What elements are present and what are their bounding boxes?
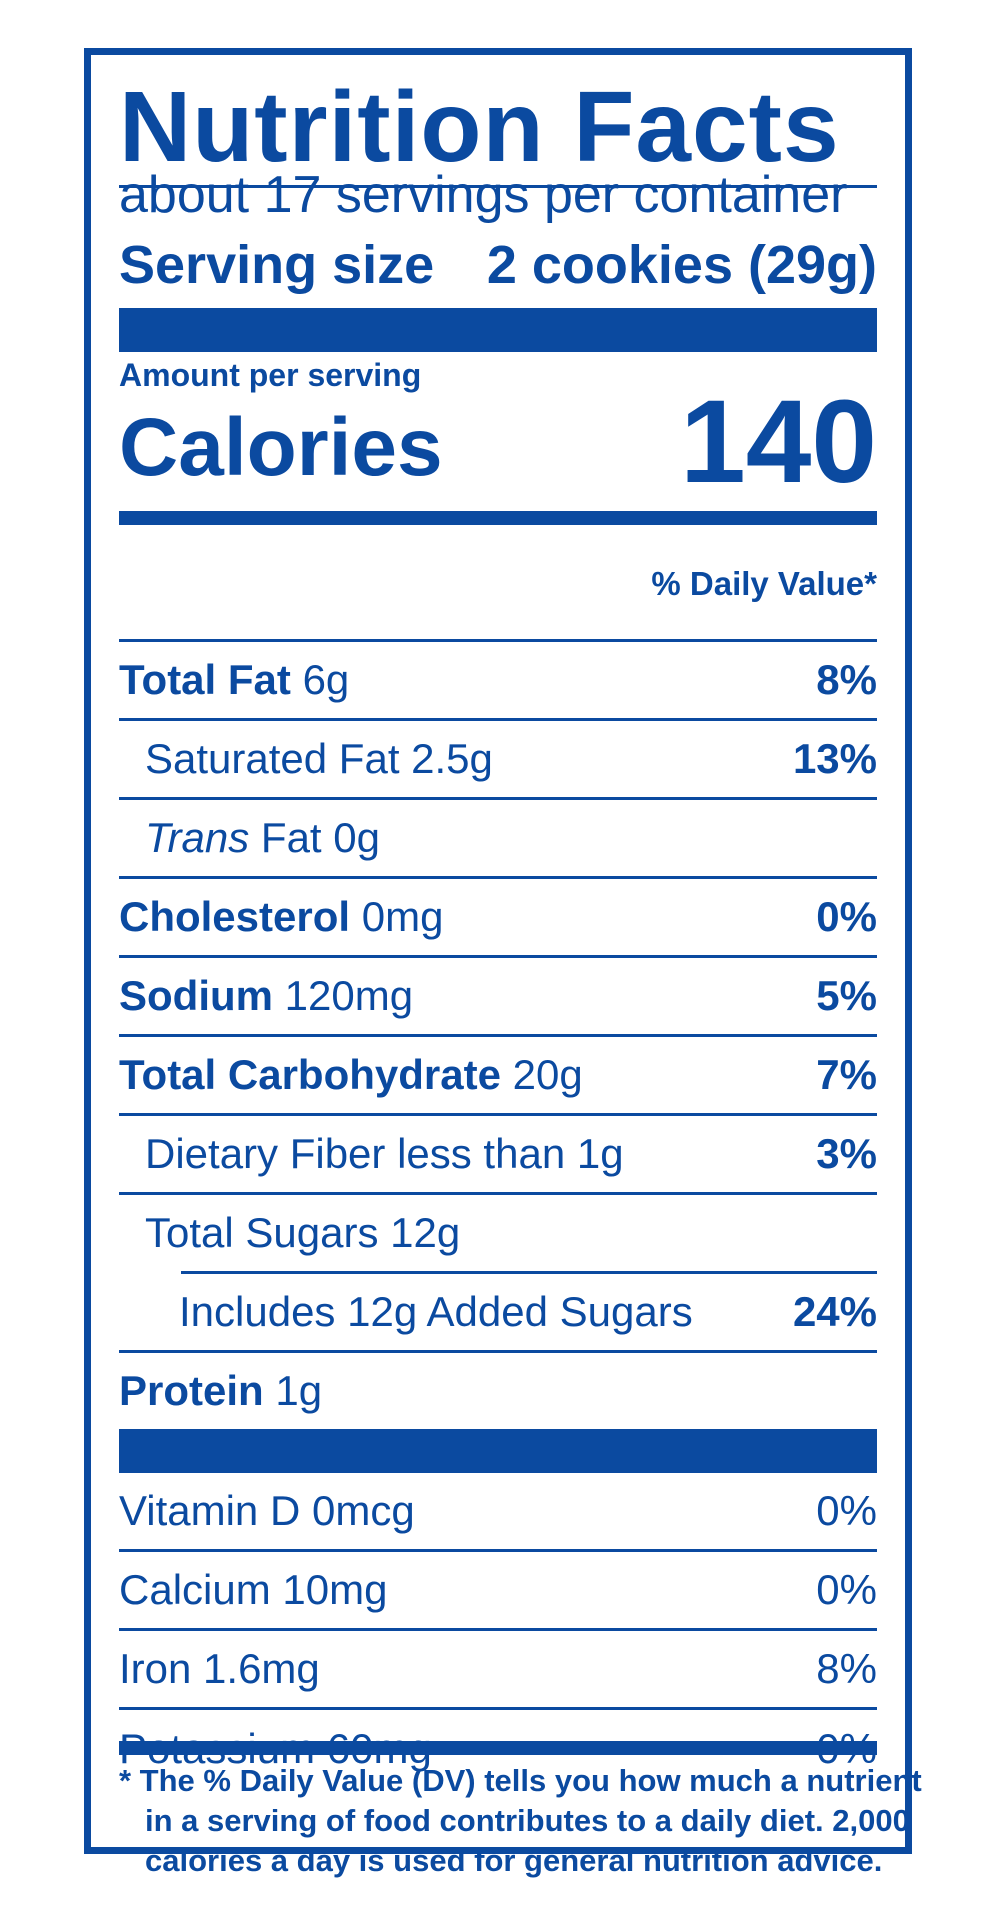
nutrient-row-total-fat: Total Fat 6g 8%	[119, 642, 877, 718]
nutrient-name: Cholesterol	[119, 893, 351, 940]
daily-value-heading: % Daily Value*	[651, 565, 877, 602]
row-divider	[119, 1034, 877, 1037]
calories-label: Calories	[119, 402, 443, 493]
nutrient-dv: 13%	[792, 735, 877, 782]
nutrient-amount: 0g	[333, 814, 380, 861]
row-divider	[119, 1113, 877, 1116]
calories-value: 140	[680, 376, 877, 508]
nutrient-name: Sodium	[119, 972, 273, 1019]
row-divider	[119, 876, 877, 879]
vitamin-dv: 0%	[816, 1487, 877, 1534]
nutrient-name: Saturated Fat	[145, 735, 400, 782]
vitamin-name: Vitamin D	[119, 1487, 301, 1534]
nutrient-name: Total Carbohydrate	[119, 1051, 501, 1098]
footnote-rule	[119, 1741, 877, 1755]
nutrient-name: Dietary Fiber	[145, 1130, 386, 1177]
nutrient-row-saturated-fat: Saturated Fat 2.5g 13%	[119, 721, 877, 797]
vitamin-dv: 8%	[816, 1645, 877, 1692]
row-divider	[119, 1628, 877, 1631]
vitamin-amount: 1.6mg	[203, 1645, 320, 1692]
nutrient-dv: 5%	[816, 972, 877, 1019]
serving-thick-rule	[119, 308, 877, 352]
nutrient-amount: 1g	[275, 1367, 323, 1414]
label-content: Nutrition Facts about 17 servings per co…	[119, 55, 922, 1878]
amount-per-serving: Amount per serving	[119, 357, 422, 393]
row-divider	[119, 797, 877, 800]
servings-per-container: about 17 servings per container	[119, 166, 848, 224]
nutrient-row-protein: Protein 1g	[119, 1353, 877, 1429]
row-divider	[119, 718, 877, 721]
label-title: Nutrition Facts	[119, 71, 840, 183]
footnote-line-3: calories a day is used for general nutri…	[145, 1843, 883, 1878]
serving-size-value: 2 cookies (29g)	[486, 235, 877, 295]
title-rule	[119, 185, 877, 188]
vitamin-row-calcium: Calcium 10mg 0%	[119, 1552, 877, 1628]
nutrient-name: Trans	[145, 814, 250, 861]
nutrient-name: Includes 12g Added Sugars	[179, 1288, 693, 1335]
nutrient-row-total-sugars: Total Sugars 12g	[119, 1195, 877, 1271]
footnote-line-1: * The % Daily Value (DV) tells you how m…	[119, 1763, 922, 1798]
nutrient-amount: 120mg	[284, 972, 414, 1019]
row-divider	[119, 1549, 877, 1552]
vitamin-name: Calcium	[119, 1566, 271, 1613]
nutrient-amount: 6g	[302, 656, 350, 703]
nutrient-row-sodium: Sodium 120mg 5%	[119, 958, 877, 1034]
row-divider	[119, 1192, 877, 1195]
serving-size-row: Serving size 2 cookies (29g)	[119, 238, 877, 292]
nutrient-dv: 7%	[816, 1051, 877, 1098]
vitamins-thick-rule	[119, 1429, 877, 1473]
nutrient-name-suffix: Fat	[249, 814, 322, 861]
nutrient-amount: 12g	[390, 1209, 461, 1256]
nutrient-row-total-carbohydrate: Total Carbohydrate 20g 7%	[119, 1037, 877, 1113]
nutrient-name: Total Sugars	[145, 1209, 379, 1256]
nutrient-dv: 8%	[816, 656, 877, 703]
nutrition-facts-label: Nutrition Facts about 17 servings per co…	[84, 48, 922, 1878]
row-divider	[119, 955, 877, 958]
nutrient-amount: 2.5g	[411, 735, 493, 782]
serving-size-label: Serving size	[119, 235, 435, 295]
calories-rule	[119, 511, 877, 525]
vitamin-amount: 0mcg	[311, 1487, 415, 1534]
nutrient-row-cholesterol: Cholesterol 0mg 0%	[119, 879, 877, 955]
footnote-line-2: in a serving of food contributes to a da…	[145, 1803, 910, 1838]
nutrient-row-added-sugars: Includes 12g Added Sugars 24%	[119, 1274, 877, 1350]
dv-rule	[119, 639, 877, 642]
vitamin-row-iron: Iron 1.6mg 8%	[119, 1631, 877, 1707]
vitamin-dv: 0%	[816, 1566, 877, 1613]
nutrient-dv: 3%	[816, 1130, 877, 1177]
nutrient-dv: 0%	[816, 893, 877, 940]
vitamin-name: Iron	[119, 1645, 192, 1692]
daily-value-footnote: * The % Daily Value (DV) tells you how m…	[119, 1761, 922, 1881]
nutrient-amount: 20g	[512, 1051, 583, 1098]
nutrient-name: Protein	[119, 1367, 264, 1414]
nutrient-amount: less than 1g	[397, 1130, 624, 1177]
vitamin-amount: 10mg	[282, 1566, 388, 1613]
nutrient-row-trans-fat: Trans Fat 0g	[119, 800, 877, 876]
nutrient-dv: 24%	[792, 1288, 877, 1335]
vitamin-row-vitamin-d: Vitamin D 0mcg 0%	[119, 1473, 877, 1549]
row-divider	[119, 1707, 877, 1710]
row-divider	[181, 1271, 877, 1274]
row-divider	[119, 1350, 877, 1353]
nutrient-amount: 0mg	[361, 893, 444, 940]
nutrient-row-dietary-fiber: Dietary Fiber less than 1g 3%	[119, 1116, 877, 1192]
nutrient-name: Total Fat	[119, 656, 291, 703]
